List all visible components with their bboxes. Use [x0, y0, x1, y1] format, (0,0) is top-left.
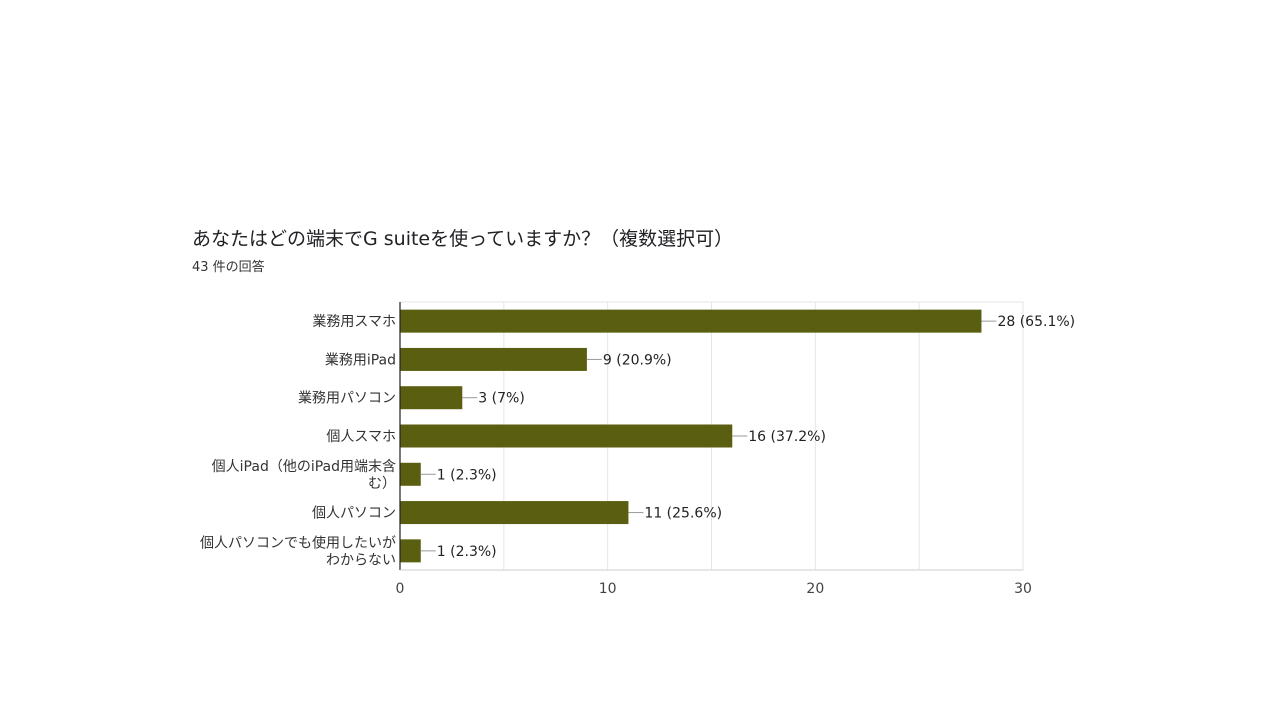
data-label: 28 (65.1%) — [997, 314, 1075, 330]
category-label: 個人パソコンでも使用したいが — [200, 534, 396, 551]
data-label: 1 (2.3%) — [437, 467, 497, 483]
category-label: 業務用パソコン — [298, 391, 396, 407]
bar — [400, 539, 421, 563]
x-tick-label: 0 — [396, 581, 405, 597]
data-label: 16 (37.2%) — [748, 429, 826, 445]
category-label: む） — [368, 476, 396, 492]
bar — [400, 347, 587, 371]
category-label: 個人iPad（他のiPad用端末含 — [212, 459, 396, 475]
bar — [400, 501, 629, 525]
bar — [400, 462, 421, 486]
bar — [400, 424, 733, 448]
chart-title: あなたはどの端末でG suiteを使っていますか？（複数選択可） — [192, 228, 734, 250]
category-label: 個人スマホ — [326, 429, 396, 445]
bar — [400, 386, 463, 410]
bar — [400, 309, 982, 333]
x-tick-label: 10 — [599, 581, 617, 597]
x-tick-label: 30 — [1014, 581, 1032, 597]
data-label: 9 (20.9%) — [603, 352, 672, 368]
chart-subtitle: 43 件の回答 — [192, 260, 265, 275]
category-label: わからない — [326, 552, 396, 568]
data-label: 1 (2.3%) — [437, 544, 497, 560]
data-label: 3 (7%) — [478, 391, 525, 407]
data-label: 11 (25.6%) — [644, 506, 722, 522]
x-tick-label: 20 — [806, 581, 824, 597]
category-label: 業務用iPad — [325, 352, 396, 368]
category-label: 個人パソコン — [312, 506, 396, 522]
category-label: 業務用スマホ — [312, 314, 396, 330]
